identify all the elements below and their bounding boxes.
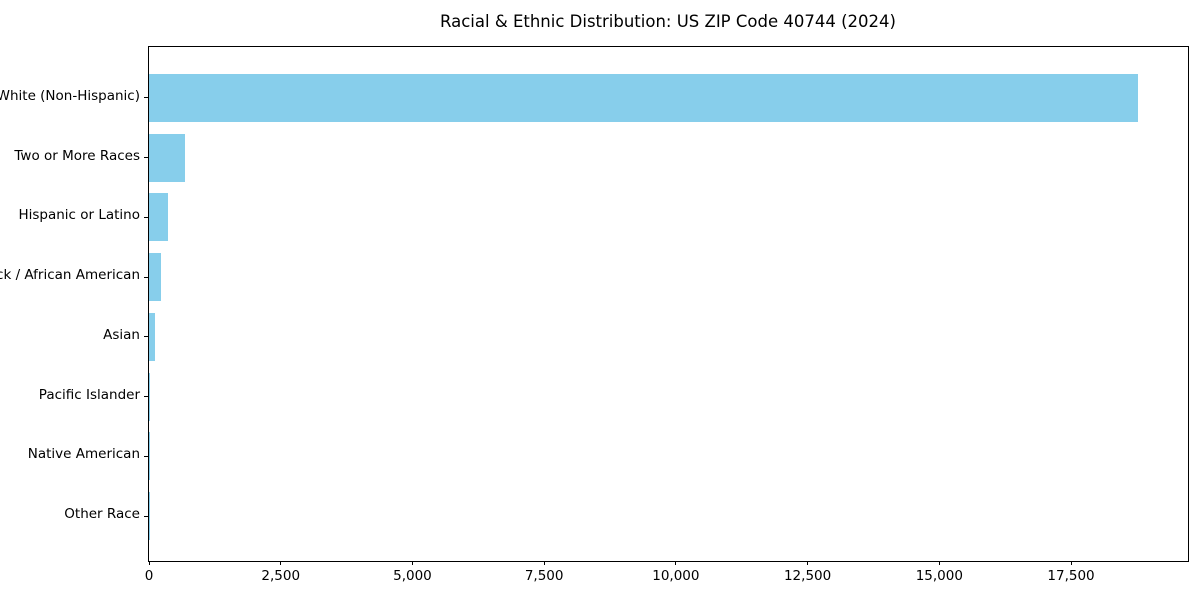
y-tick-label: Asian bbox=[103, 326, 140, 343]
y-tick-label: Black / African American bbox=[0, 267, 140, 284]
y-tick-label: Hispanic or Latino bbox=[18, 207, 140, 224]
bar-black-african-american bbox=[149, 253, 162, 302]
x-tick-label: 15,000 bbox=[915, 568, 963, 584]
x-tick-label: 17,500 bbox=[1047, 568, 1095, 584]
y-tick bbox=[144, 396, 148, 398]
x-tick-label: 5,000 bbox=[393, 568, 432, 584]
y-tick bbox=[144, 455, 148, 457]
y-tick bbox=[144, 336, 148, 338]
y-tick-label: Pacific Islander bbox=[38, 386, 140, 403]
x-tick bbox=[280, 561, 282, 565]
y-tick-label: Native American bbox=[27, 446, 140, 463]
y-tick bbox=[144, 97, 148, 99]
y-tick bbox=[144, 157, 148, 159]
x-tick-label: 10,000 bbox=[652, 568, 700, 584]
x-tick-label: 12,500 bbox=[783, 568, 832, 584]
y-tick-label: Two or More Races bbox=[14, 147, 140, 164]
y-tick-label: Other Race bbox=[64, 506, 140, 523]
bar-two-or-more-races bbox=[149, 133, 185, 182]
bar-white-non-hispanic bbox=[149, 73, 1138, 122]
bar-hispanic-or-latino bbox=[149, 193, 169, 242]
x-tick bbox=[807, 561, 809, 565]
bar-pacific-islander bbox=[149, 372, 150, 421]
chart-title: Racial & Ethnic Distribution: US ZIP Cod… bbox=[440, 12, 896, 31]
bar-native-american bbox=[149, 432, 150, 481]
y-tick bbox=[144, 276, 148, 278]
x-tick bbox=[411, 561, 413, 565]
x-tick-label: 0 bbox=[144, 568, 154, 584]
x-tick bbox=[1070, 561, 1072, 565]
plot-area: 0 2,500 5,000 7,500 10,000 12,500 15,000 17,500 bbox=[144, 46, 1189, 584]
y-tick bbox=[144, 515, 148, 517]
y-tick-label: White (Non-Hispanic) bbox=[0, 87, 140, 104]
x-tick bbox=[675, 561, 677, 565]
y-tick bbox=[144, 216, 148, 218]
x-tick bbox=[938, 561, 940, 565]
x-tick bbox=[148, 561, 150, 565]
x-tick-label: 2,500 bbox=[261, 568, 301, 584]
bar-asian bbox=[149, 312, 156, 361]
x-tick-label: 7,500 bbox=[524, 568, 564, 584]
x-tick bbox=[543, 561, 545, 565]
